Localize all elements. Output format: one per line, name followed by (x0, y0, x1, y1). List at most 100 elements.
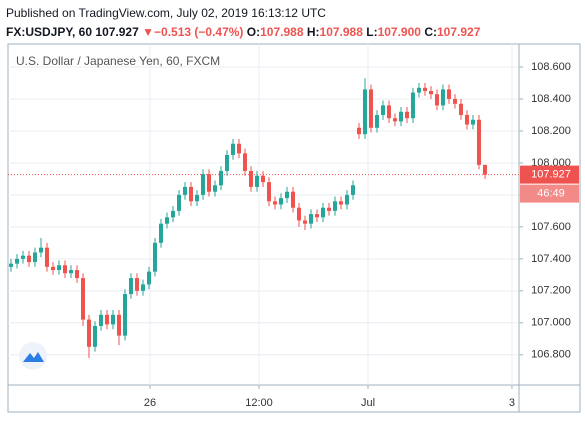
y-tick-label: 106.800 (531, 349, 571, 361)
candle-body (230, 143, 235, 155)
candle-body (200, 174, 205, 195)
candle-body (404, 111, 409, 119)
countdown-box (520, 184, 579, 203)
candle-body (44, 247, 49, 267)
candle-body (278, 198, 283, 205)
y-tick-label: 108.600 (531, 61, 571, 73)
grid (8, 44, 519, 385)
candle-body (302, 220, 307, 224)
candle-body (62, 265, 67, 274)
candle-body (170, 210, 175, 218)
candle-body (80, 278, 85, 320)
frame (7, 43, 581, 413)
high: 107.988 (319, 25, 363, 39)
candle-body (254, 175, 259, 187)
quote-line: FX:USDJPY, 60 107.927 ▼−0.513 (−0.47%) O… (6, 23, 480, 42)
y-tick-label: 107.400 (531, 253, 571, 265)
candle-body (212, 185, 217, 192)
candle-body (110, 314, 115, 325)
candle-body (338, 201, 343, 205)
candle-body (332, 201, 337, 211)
candle-body (14, 258, 19, 264)
candle-body (398, 111, 403, 122)
candle-body (452, 98, 457, 104)
low-label: L: (366, 25, 378, 39)
candle-body (482, 164, 487, 175)
y-tick-label: 107.000 (531, 317, 571, 329)
x-tick-label: 26 (144, 397, 156, 409)
candle-body (308, 214, 313, 224)
low: 107.900 (377, 25, 421, 39)
candle-body (32, 252, 37, 263)
candle-body (194, 194, 199, 202)
axis-labels: 106.800107.000107.200107.400107.600107.8… (144, 61, 579, 409)
candle-body (146, 271, 151, 285)
candle-body (284, 191, 289, 199)
candle-body (458, 103, 463, 115)
candle-body (422, 87, 427, 92)
candle-body (140, 284, 145, 291)
y-tick-label: 107.600 (531, 221, 571, 233)
candle-body (206, 174, 211, 192)
open: 107.988 (260, 25, 304, 39)
candle-body (176, 194, 181, 211)
candle-body (326, 207, 331, 211)
candle-body (134, 278, 139, 291)
candle-body (446, 89, 451, 99)
x-tick-label: 12:00 (245, 397, 273, 409)
candle-body (266, 182, 271, 202)
last-price-box (520, 165, 579, 184)
candle-body (296, 207, 301, 221)
candle-body (392, 118, 397, 122)
candle-body (74, 270, 79, 279)
candle-body (224, 154, 229, 171)
published: Published on TradingView.com, July 02, 2… (6, 6, 326, 20)
candle-body (20, 255, 25, 259)
x-tick-label: 3 (509, 397, 515, 409)
candle-body (104, 314, 109, 325)
high-label: H: (306, 25, 320, 39)
candle-body (356, 127, 361, 135)
candle-body (56, 265, 61, 271)
candle-body (434, 94, 439, 106)
candle-body (122, 294, 127, 336)
candle-body (92, 326, 97, 347)
candles (8, 78, 519, 358)
candle-body (368, 89, 373, 128)
candle-body (50, 266, 55, 271)
candle-body (152, 242, 157, 272)
countdown-label: 46:49 (537, 188, 565, 200)
candle-body (68, 270, 73, 274)
candle-body (320, 207, 325, 218)
logo (19, 342, 47, 370)
candle-body (344, 194, 349, 205)
candle-body (428, 91, 433, 95)
candle-body (440, 89, 445, 106)
candle-body (260, 175, 265, 183)
candle-body (374, 114, 379, 128)
candle-body (188, 186, 193, 202)
candle-body (26, 255, 31, 263)
candle-body (416, 87, 421, 93)
candle-body (248, 170, 253, 187)
candle-body (362, 89, 367, 135)
candle-body (86, 319, 91, 347)
candle-body (164, 217, 169, 224)
change: −0.513 (−0.47%) (154, 25, 244, 39)
candle-body (386, 105, 391, 119)
candle-body (38, 247, 43, 253)
y-tick-label: 108.400 (531, 93, 571, 105)
candle-body (410, 92, 415, 119)
last-price-label: 107.927 (531, 169, 571, 181)
y-tick-label: 108.200 (531, 125, 571, 137)
candle-body (236, 143, 241, 154)
symbol: FX:USDJPY, 60 (6, 25, 93, 39)
x-tick-label: Jul (361, 397, 375, 409)
candle-body (290, 191, 295, 208)
candle-body (98, 314, 103, 327)
candle-body (128, 278, 133, 295)
candle-body (218, 170, 223, 186)
close: 107.927 (436, 25, 481, 39)
candle-body (464, 114, 469, 125)
